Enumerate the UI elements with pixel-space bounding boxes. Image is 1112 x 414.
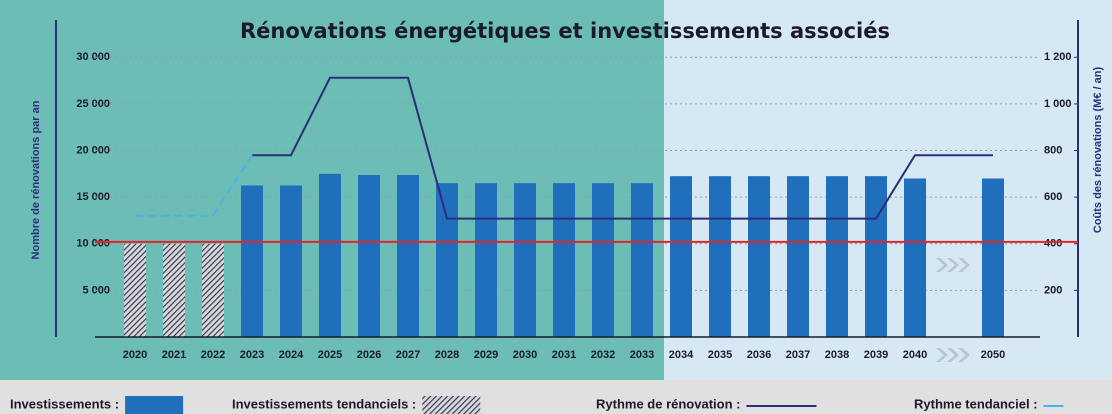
bar <box>514 183 536 337</box>
bar <box>748 176 770 337</box>
y-tick-label: 25 000 <box>76 98 110 110</box>
bar <box>436 183 458 337</box>
y-tick-label: 30 000 <box>76 51 110 63</box>
y2-axis-title: Coûts des rénovations (M€ / an) <box>1092 67 1104 234</box>
chevron <box>958 258 970 272</box>
bar <box>241 185 263 337</box>
x-tick-label: 2026 <box>357 349 381 361</box>
x-tick-label: 2037 <box>786 349 810 361</box>
legend-label: Rythme tendanciel : <box>914 396 1038 411</box>
x-tick-label: 2035 <box>708 349 732 361</box>
legend-label: Investissements tendanciels : <box>232 396 416 411</box>
x-tick-label: 2039 <box>864 349 888 361</box>
y-axis-title: Nombre de rénovations par an <box>30 100 42 259</box>
x-tick-label: 2025 <box>318 349 342 361</box>
x-tick-label: 2027 <box>396 349 420 361</box>
region-right <box>664 0 1112 380</box>
bar <box>358 175 380 337</box>
x-tick-label: 2038 <box>825 349 849 361</box>
chevron <box>936 348 948 362</box>
bar <box>280 185 302 337</box>
x-tick-label: 2020 <box>123 349 147 361</box>
x-tick-label: 2050 <box>981 349 1005 361</box>
bar <box>202 243 224 337</box>
legend-label: Rythme de rénovation : <box>596 396 740 411</box>
bar <box>982 178 1004 337</box>
x-tick-label: 2034 <box>669 349 694 361</box>
bar <box>475 183 497 337</box>
x-tick-label: 2023 <box>240 349 264 361</box>
x-tick-label: 2028 <box>435 349 459 361</box>
bar <box>670 176 692 337</box>
y-tick-label: 20 000 <box>76 144 110 156</box>
y-tick-label: 10 000 <box>76 238 110 250</box>
y2-tick-label: 400 <box>1044 238 1062 250</box>
x-tick-label: 2030 <box>513 349 537 361</box>
y2-tick-label: 1 200 <box>1044 51 1072 63</box>
bar <box>904 178 926 337</box>
legend-swatch <box>422 396 481 414</box>
chevron <box>947 258 959 272</box>
bar <box>319 173 341 337</box>
bar <box>592 183 614 337</box>
x-tick-label: 2021 <box>162 349 186 361</box>
x-tick-label: 2022 <box>201 349 225 361</box>
bar <box>631 183 653 337</box>
x-tick-label: 2032 <box>591 349 615 361</box>
legend-label: Investissements : <box>10 396 119 411</box>
x-tick-label: 2040 <box>903 349 927 361</box>
bar <box>865 176 887 337</box>
x-tick-label: 2036 <box>747 349 771 361</box>
bar <box>124 243 146 337</box>
bar <box>397 175 419 337</box>
chevron <box>936 258 948 272</box>
y-tick-label: 15 000 <box>76 191 110 203</box>
chevron <box>958 348 970 362</box>
x-tick-label: 2033 <box>630 349 654 361</box>
chart-title: Rénovations énergétiques et investisseme… <box>240 19 890 43</box>
y2-tick-label: 600 <box>1044 191 1062 203</box>
x-tick-label: 2031 <box>552 349 576 361</box>
line <box>135 154 253 217</box>
x-tick-label: 2024 <box>279 349 304 361</box>
chevron <box>947 348 959 362</box>
x-tick-label: 2029 <box>474 349 498 361</box>
legend-swatch <box>125 396 184 414</box>
bar <box>553 183 575 337</box>
y2-tick-label: 1 000 <box>1044 98 1072 110</box>
y2-tick-label: 200 <box>1044 284 1062 296</box>
y2-tick-label: 800 <box>1044 144 1062 156</box>
bar <box>826 176 848 337</box>
line <box>252 76 993 220</box>
bar <box>163 243 185 337</box>
bar <box>709 176 731 337</box>
bar <box>787 176 809 337</box>
